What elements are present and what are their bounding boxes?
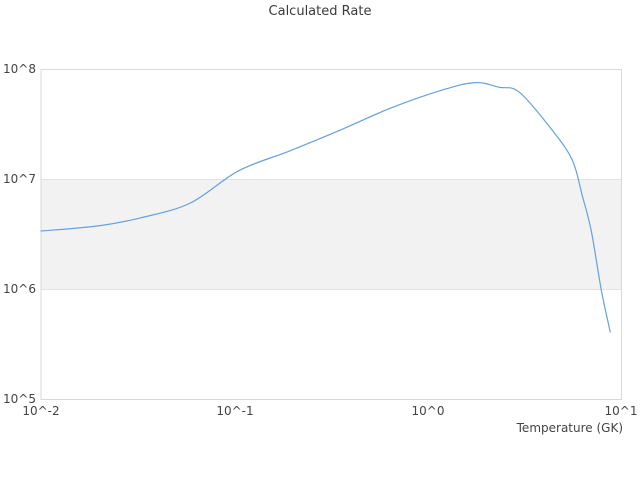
x-tick-label: 10^-1: [216, 404, 254, 418]
highlight-band: [41, 179, 622, 290]
chart-title: Calculated Rate: [268, 4, 372, 19]
y-tick-label: 10^5: [3, 392, 36, 406]
y-tick-label: 10^7: [3, 172, 36, 186]
x-tick-label: 10^-2: [22, 404, 60, 418]
plot-border: [40, 69, 622, 400]
x-tick-label: 10^1: [604, 404, 638, 418]
x-axis-label: Temperature (GK): [516, 421, 623, 435]
y-tick-label: 10^6: [3, 282, 36, 296]
y-tick-label: 10^8: [3, 62, 36, 76]
rate-curve: [40, 81, 611, 333]
x-tick-label: 10^0: [411, 404, 445, 418]
